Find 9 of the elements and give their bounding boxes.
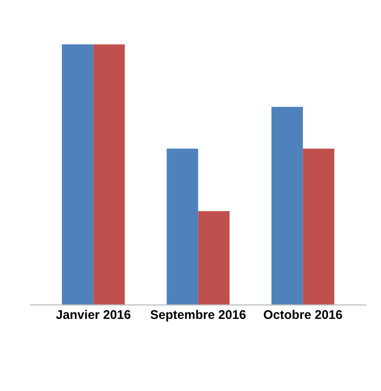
x-tick-label: Janvier 2016 [56, 310, 130, 320]
bar [198, 211, 230, 305]
x-tick-label: Octobre 2016 [264, 310, 342, 320]
bar [302, 148, 334, 305]
bar [271, 106, 303, 305]
x-tick-label: Septembre 2016 [150, 310, 246, 322]
bar [62, 44, 94, 305]
bar [93, 44, 125, 305]
bar [166, 148, 198, 305]
